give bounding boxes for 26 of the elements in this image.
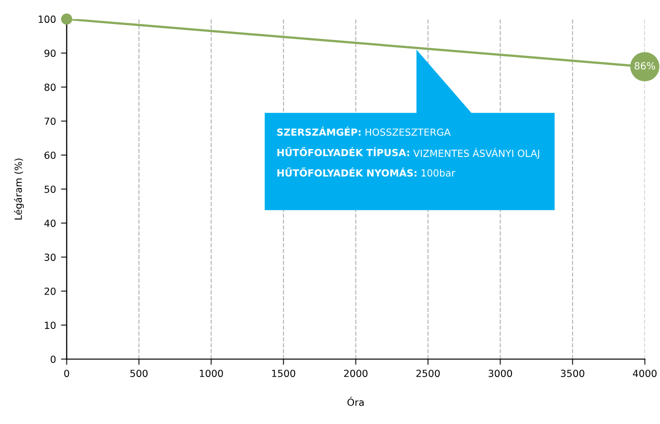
y-tick-label: 10 — [44, 322, 56, 329]
y-tick-label: 90 — [44, 50, 56, 57]
y-tick-label: 60 — [44, 152, 56, 159]
annotation: SZERSZÁMGÉP: HOSSZESZTERGA — [277, 126, 451, 136]
x-tick-label: 2500 — [416, 370, 440, 378]
y-tick-label: 20 — [44, 288, 56, 295]
x-tick-label: 500 — [130, 370, 148, 378]
x-tick-label: 2000 — [344, 370, 368, 378]
annotation: HŰTŐFOLYADÉK NYOMÁS: 100bar — [277, 167, 456, 177]
x-tick-label: 3000 — [488, 370, 512, 378]
data-label: 86% — [634, 62, 656, 70]
annotation: HŰTŐFOLYADÉK TÍPUSA: VIZMENTES ÁSVÁNYI OLAJ — [277, 147, 540, 159]
x-tick-label: 3500 — [560, 370, 584, 378]
x-tick-label: 1000 — [200, 370, 223, 378]
x-tick-label: 4000 — [632, 370, 657, 378]
y-tick-label: 0 — [50, 356, 56, 363]
y-tick-label: 80 — [44, 84, 56, 91]
x-tick-label: 1500 — [272, 370, 296, 378]
y-tick-label: 30 — [44, 254, 56, 261]
y-tick-label: 40 — [44, 220, 56, 227]
x-axis-title: Óra — [347, 396, 364, 406]
y-tick-label: 100 — [38, 16, 56, 23]
y-axis-title: Légáram (%) — [14, 158, 24, 220]
x-tick-label: 0 — [64, 370, 70, 378]
y-tick-label: 50 — [44, 186, 56, 193]
y-tick-label: 70 — [44, 118, 56, 125]
